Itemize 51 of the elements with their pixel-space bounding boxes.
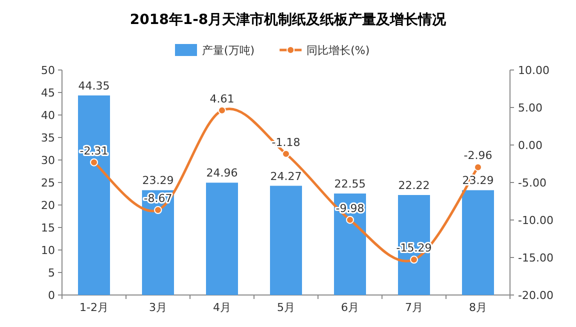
y-tick-label: 0 [48,289,55,302]
bar [142,190,174,295]
bar [462,190,494,295]
data-label: 44.35 [78,79,110,92]
data-label: -2.31 [80,144,108,158]
y2-tick-label: 10.00 [518,64,550,77]
point [218,106,226,114]
bar [78,95,110,295]
data-label: 23.29 [142,174,174,188]
data-label: 24.96 [206,166,238,180]
point [474,163,482,172]
data-label: -2.96 [464,149,492,162]
legend-label: 产量(万吨) [202,44,255,57]
y2-tick-label: -15.00 [518,252,554,264]
y2-tick-label: -5.00 [518,176,546,190]
y-tick-label: 10 [41,244,55,257]
y2-tick-label: -20.00 [518,289,554,302]
y2-tick-label: 0.00 [518,139,542,152]
point [90,158,98,166]
point [410,256,418,264]
chart-title: 2018年1-8月天津市机制纸及纸板产量及增长情况 [130,11,448,28]
point [282,150,290,158]
data-label: 22.22 [398,179,430,192]
data-label: 24.27 [270,170,302,183]
x-tick-label: 5月 [277,301,295,314]
bar [270,186,302,295]
point [346,216,354,224]
y-tick-label: 25 [41,176,55,190]
y-tick-label: 30 [41,154,55,167]
x-tick-label: 6月 [341,301,359,314]
point [154,206,162,214]
x-tick-label: 4月 [213,301,231,314]
bar [398,195,430,295]
y2-tick-label: 5.00 [518,102,542,114]
y-tick-label: 40 [41,109,55,122]
x-tick-label: 8月 [469,301,487,314]
y-tick-label: 15 [41,222,55,234]
x-tick-label: 7月 [405,301,423,314]
legend-label: 同比增长(%) [306,44,370,57]
x-tick-label: 1-2月 [80,301,108,314]
y-tick-label: 20 [41,199,55,212]
y-tick-label: 35 [41,132,55,144]
y2-tick-label: -10.00 [518,214,554,227]
y-tick-label: 5 [48,266,55,280]
bar [206,182,238,295]
x-tick-label: 3月 [149,301,167,314]
data-label: 22.55 [334,178,366,191]
bar [334,194,366,295]
data-label: 4.61 [210,92,234,106]
y-tick-label: 50 [41,64,55,77]
y-tick-label: 45 [41,86,55,100]
